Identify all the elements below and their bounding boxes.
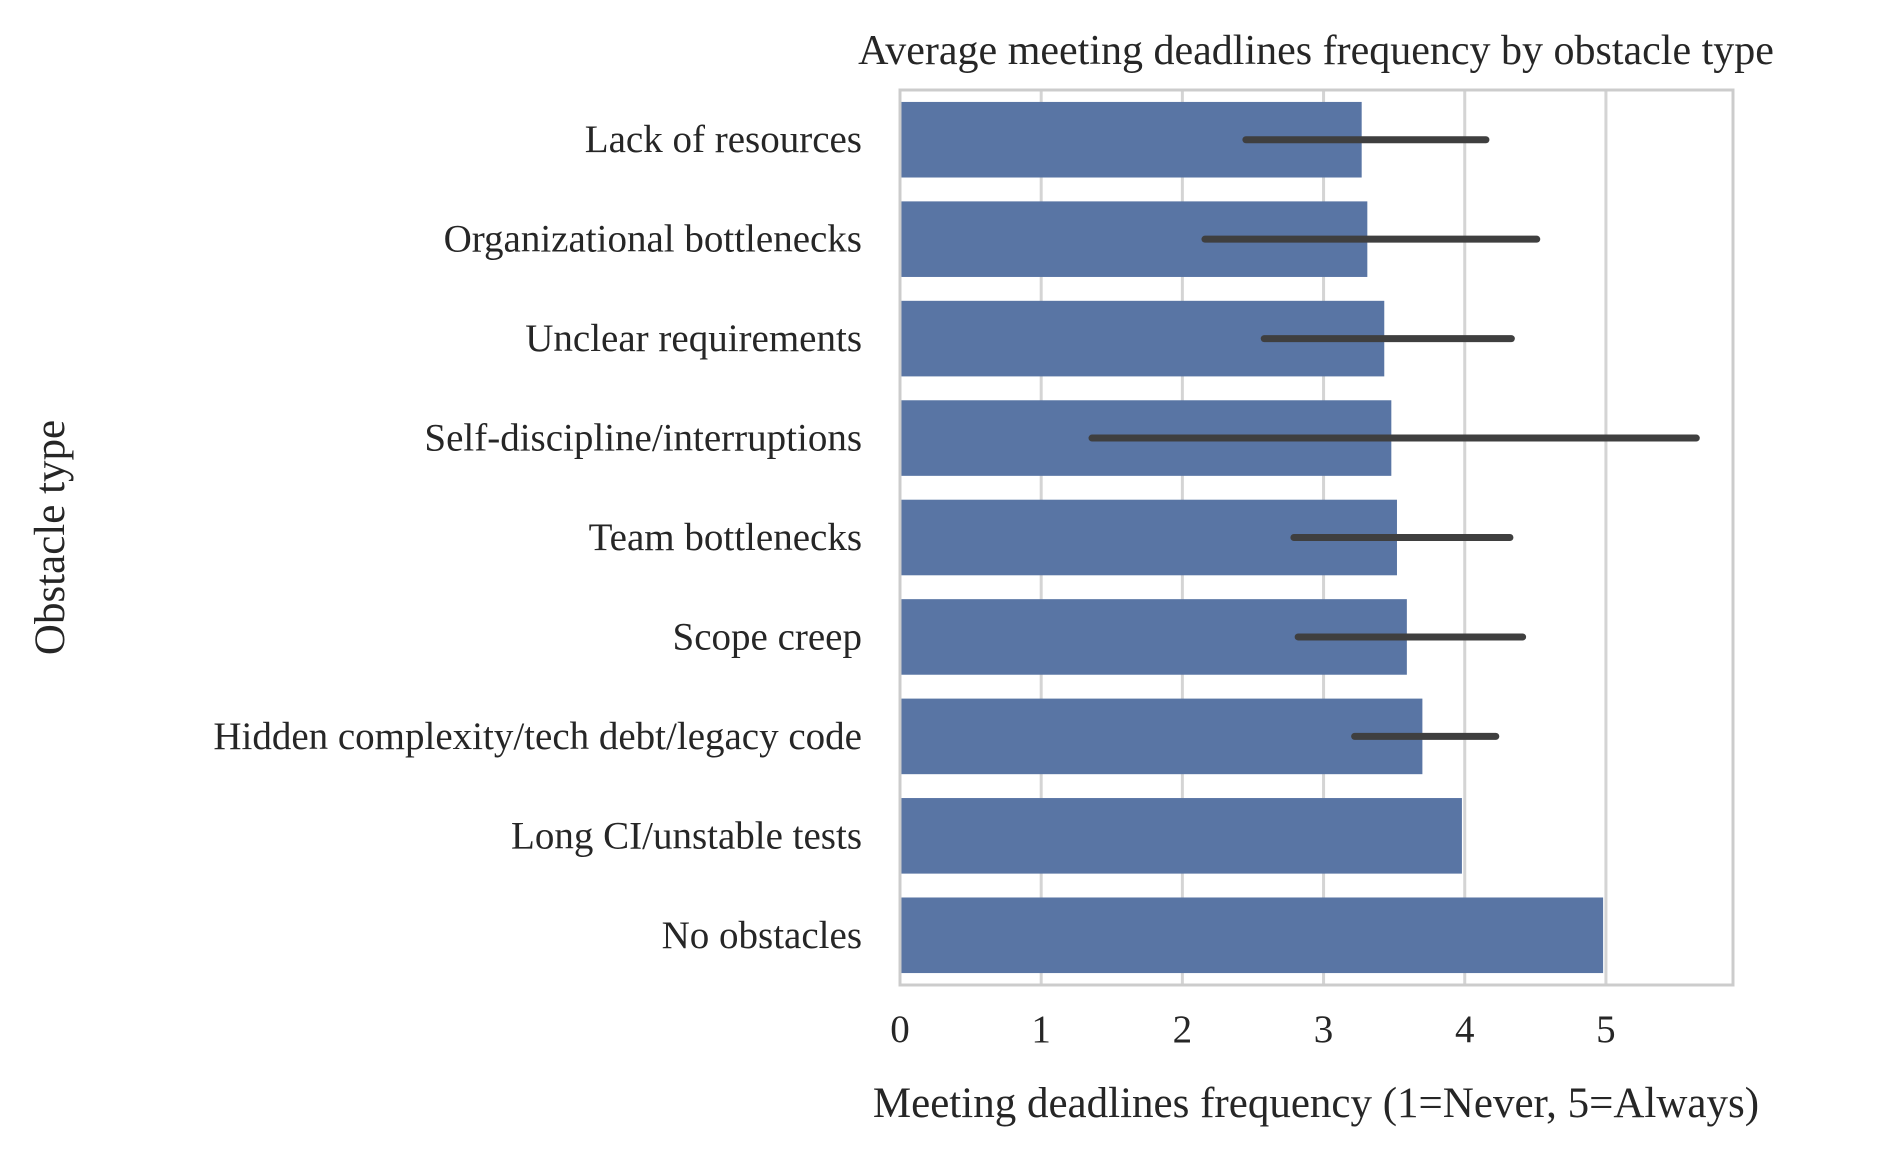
category-label: Team bottlenecks <box>589 516 862 559</box>
x-tick-label: 0 <box>890 1008 910 1051</box>
category-label: Scope creep <box>673 615 862 658</box>
x-tick-label: 5 <box>1596 1008 1616 1051</box>
category-label: Organizational bottlenecks <box>444 218 862 261</box>
x-tick-label: 3 <box>1314 1008 1334 1051</box>
category-label: Long CI/unstable tests <box>511 814 862 857</box>
y-axis-label: Obstacle type <box>27 420 74 655</box>
x-axis-label: Meeting deadlines frequency (1=Never, 5=… <box>873 1080 1759 1127</box>
x-tick-label: 4 <box>1455 1008 1475 1051</box>
y-category-labels: Lack of resources Organizational bottlene… <box>213 118 862 957</box>
category-label: Unclear requirements <box>525 317 862 360</box>
category-label: Hidden complexity/tech debt/legacy code <box>213 715 862 758</box>
chart-title: Average meeting deadlines frequency by o… <box>858 28 1774 74</box>
category-label: Lack of resources <box>585 118 862 161</box>
error-bars-layer <box>1088 136 1700 740</box>
bar <box>901 798 1462 874</box>
plot-frame <box>898 88 1735 987</box>
x-tick-labels: 0 1 2 3 4 5 <box>890 1008 1615 1051</box>
x-tick-label: 2 <box>1173 1008 1193 1051</box>
bar <box>901 897 1604 974</box>
bar <box>901 698 1423 775</box>
x-tick-label: 1 <box>1031 1008 1051 1051</box>
category-label: No obstacles <box>662 914 862 957</box>
category-label: Self-discipline/interruptions <box>424 417 862 460</box>
